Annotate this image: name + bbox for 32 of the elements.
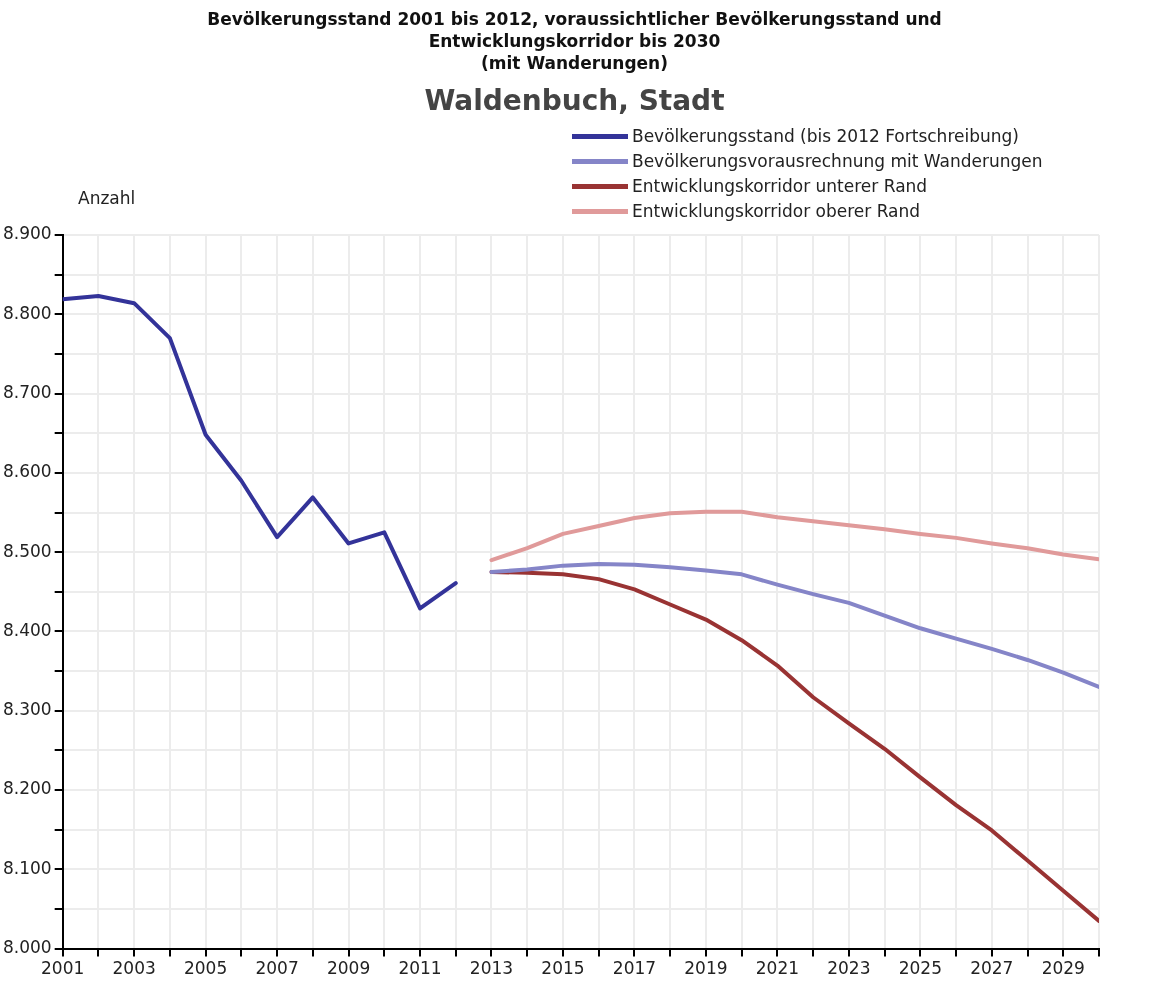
chart-title: Bevölkerungsstand 2001 bis 2012, voraussichtlicher Bevölkerungsstand und Entwicklungskorridor bis 2030 (mit Wanderungen)	[206, 8, 943, 74]
x-tick-label: 2017	[612, 958, 657, 979]
y-tick-label: 8.000	[3, 937, 52, 958]
x-tick-label: 2007	[255, 958, 299, 979]
y-tick-label: 8.500	[3, 540, 52, 561]
y-tick-label: 8.200	[3, 778, 52, 799]
x-tick-label: 2019	[684, 958, 728, 979]
y-tick-label: 8.400	[3, 619, 52, 640]
y-tick-label: 8.600	[3, 461, 52, 482]
x-tick-label: 2009	[326, 958, 371, 979]
y-axis-title: Anzahl	[78, 188, 136, 208]
x-tick-label: 2025	[898, 958, 942, 979]
x-tick-label: 2001	[41, 958, 85, 979]
y-tick-label: 8.900	[3, 223, 52, 244]
x-tick-label: 2027	[970, 958, 1014, 979]
legend-label: Bevölkerungsvorausrechnung mit Wanderungen	[632, 150, 1043, 173]
x-tick-label: 2029	[1041, 958, 1085, 979]
x-tick-label: 2011	[398, 958, 442, 979]
x-tick-label: 2013	[469, 958, 514, 979]
y-tick-label: 8.700	[3, 382, 52, 402]
legend-label: Entwicklungskorridor unterer Rand	[632, 175, 928, 198]
chart-subtitle: Waldenbuch, Stadt	[423, 84, 726, 117]
x-tick-label: 2021	[755, 958, 800, 979]
y-tick-label: 8.800	[3, 302, 52, 323]
x-tick-label: 2003	[112, 958, 156, 979]
x-tick-label: 2015	[541, 958, 585, 979]
x-tick-label: 2023	[827, 958, 871, 979]
legend-label: Entwicklungskorridor oberer Rand	[632, 200, 921, 223]
y-tick-label: 8.100	[3, 857, 52, 878]
legend-label: Bevölkerungsstand (bis 2012 Fortschreibung)	[632, 125, 1019, 148]
y-tick-label: 8.300	[3, 699, 52, 720]
x-tick-label: 2005	[183, 958, 228, 979]
